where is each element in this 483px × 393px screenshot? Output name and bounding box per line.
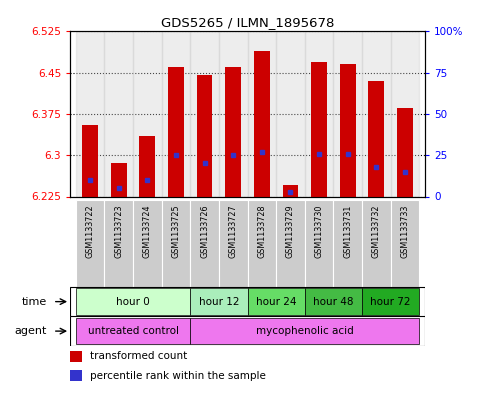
FancyBboxPatch shape <box>248 288 305 315</box>
Text: hour 0: hour 0 <box>116 297 150 307</box>
Text: GSM1133726: GSM1133726 <box>200 205 209 258</box>
Bar <box>226 67 241 196</box>
Text: GSM1133733: GSM1133733 <box>400 205 410 258</box>
Text: agent: agent <box>15 326 47 336</box>
Text: GSM1133724: GSM1133724 <box>143 205 152 258</box>
Bar <box>111 163 127 196</box>
Text: GSM1133723: GSM1133723 <box>114 205 123 258</box>
Bar <box>70 351 83 362</box>
FancyBboxPatch shape <box>190 318 419 344</box>
FancyBboxPatch shape <box>76 200 104 287</box>
FancyBboxPatch shape <box>76 288 190 315</box>
Bar <box>162 31 190 196</box>
FancyBboxPatch shape <box>162 200 190 287</box>
FancyBboxPatch shape <box>190 288 248 315</box>
Text: hour 12: hour 12 <box>199 297 239 307</box>
Bar <box>82 125 98 196</box>
FancyBboxPatch shape <box>133 200 162 287</box>
FancyBboxPatch shape <box>104 200 133 287</box>
Bar <box>133 31 162 196</box>
Bar <box>248 31 276 196</box>
Text: GSM1133727: GSM1133727 <box>229 205 238 258</box>
Bar <box>76 31 104 196</box>
Text: hour 48: hour 48 <box>313 297 354 307</box>
FancyBboxPatch shape <box>362 288 419 315</box>
Title: GDS5265 / ILMN_1895678: GDS5265 / ILMN_1895678 <box>161 16 334 29</box>
Text: GSM1133722: GSM1133722 <box>85 205 95 258</box>
Bar <box>333 31 362 196</box>
FancyBboxPatch shape <box>276 200 305 287</box>
Bar <box>168 67 184 196</box>
Bar <box>276 31 305 196</box>
FancyBboxPatch shape <box>305 200 333 287</box>
Bar <box>254 51 270 196</box>
Bar <box>140 136 155 196</box>
FancyBboxPatch shape <box>391 200 419 287</box>
FancyBboxPatch shape <box>333 200 362 287</box>
Text: untreated control: untreated control <box>87 326 179 336</box>
Bar <box>197 75 213 196</box>
Bar <box>70 370 83 381</box>
Text: percentile rank within the sample: percentile rank within the sample <box>89 371 266 381</box>
Text: mycophenolic acid: mycophenolic acid <box>256 326 354 336</box>
Bar <box>190 31 219 196</box>
Text: GSM1133730: GSM1133730 <box>314 205 324 258</box>
Text: time: time <box>22 297 47 307</box>
Bar <box>391 31 419 196</box>
Bar <box>305 31 333 196</box>
FancyBboxPatch shape <box>76 318 190 344</box>
FancyBboxPatch shape <box>305 288 362 315</box>
FancyBboxPatch shape <box>248 200 276 287</box>
FancyBboxPatch shape <box>362 200 391 287</box>
Text: GSM1133731: GSM1133731 <box>343 205 352 258</box>
Bar <box>340 64 355 196</box>
FancyBboxPatch shape <box>190 200 219 287</box>
Bar <box>311 62 327 196</box>
FancyBboxPatch shape <box>219 200 248 287</box>
Bar <box>283 185 298 196</box>
Text: GSM1133732: GSM1133732 <box>372 205 381 258</box>
Text: transformed count: transformed count <box>89 351 187 361</box>
Text: hour 72: hour 72 <box>370 297 411 307</box>
Bar <box>397 108 413 196</box>
Text: GSM1133725: GSM1133725 <box>171 205 181 258</box>
Text: GSM1133729: GSM1133729 <box>286 205 295 258</box>
Text: GSM1133728: GSM1133728 <box>257 205 266 258</box>
Bar <box>369 81 384 196</box>
Bar <box>104 31 133 196</box>
Text: hour 24: hour 24 <box>256 297 297 307</box>
Bar <box>219 31 248 196</box>
Bar <box>362 31 391 196</box>
